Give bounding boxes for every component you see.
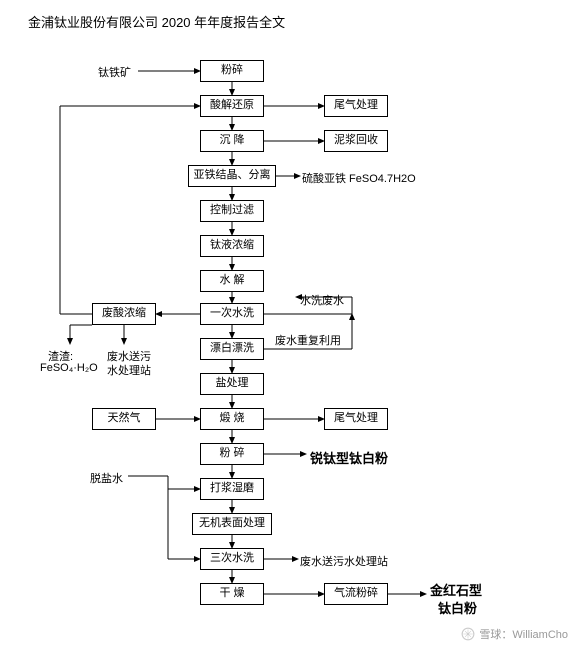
flow-label-l_jinhong: 金红石型: [430, 580, 482, 599]
flow-node-n_sancixi: 三次水洗: [200, 548, 264, 570]
flow-node-n_shuijie: 水 解: [200, 270, 264, 292]
flow-label-l_taibaifen: 钛白粉: [438, 598, 477, 617]
flow-node-n_dajiang: 打浆湿磨: [200, 478, 264, 500]
flow-label-l_feishuicf: 废水重复利用: [275, 332, 341, 348]
flow-label-l_shuixifei: 水洗废水: [300, 292, 344, 308]
flow-node-n_chenjiang: 沉 降: [200, 130, 264, 152]
flow-node-n_weiqi2: 尾气处理: [324, 408, 388, 430]
flow-label-l_liusuan: 硫酸亚铁 FeSO4.7H2O: [302, 170, 416, 186]
flow-node-n_wuji: 无机表面处理: [192, 513, 272, 535]
flow-label-l_tuoyan: 脱盐水: [90, 470, 123, 486]
flow-label-l_ruitai: 锐钛型钛白粉: [310, 448, 388, 467]
flow-node-n_feisuanno: 废酸浓缩: [92, 303, 156, 325]
flow-node-n_yicixi: 一次水洗: [200, 303, 264, 325]
snowball-icon: [461, 627, 475, 641]
flow-node-n_yanchuli: 盐处理: [200, 373, 264, 395]
flow-node-n_fensuiMid: 粉 碎: [200, 443, 264, 465]
flow-node-n_ganzao: 干 燥: [200, 583, 264, 605]
watermark-text: 雪球：WilliamCho: [479, 626, 568, 642]
flow-node-n_weiqi1: 尾气处理: [324, 95, 388, 117]
page-title: 金浦钛业股份有限公司 2020 年年度报告全文: [28, 12, 285, 31]
flow-label-l_tietaikuang: 钛铁矿: [98, 64, 131, 80]
flow-node-n_yatie: 亚铁结晶、分离: [188, 165, 276, 187]
flow-node-n_duanshao: 煅 烧: [200, 408, 264, 430]
flow-node-n_qiliu: 气流粉碎: [324, 583, 388, 605]
flow-node-n_piaoxi: 漂白漂洗: [200, 338, 264, 360]
flowchart-arrows: [0, 0, 588, 660]
flow-label-l_feishuiz: 水处理站: [107, 362, 151, 378]
flow-node-n_tianranqi: 天然气: [92, 408, 156, 430]
flow-node-n_suanjie: 酸解还原: [200, 95, 264, 117]
flow-label-l_feishuisong: 废水送污水处理站: [300, 553, 388, 569]
flow-node-n_taiyenong: 钛液浓缩: [200, 235, 264, 257]
flow-node-n_fensuiTop: 粉碎: [200, 60, 264, 82]
flow-node-n_kongzhi: 控制过滤: [200, 200, 264, 222]
flow-node-n_nijiang: 泥浆回收: [324, 130, 388, 152]
watermark: 雪球：WilliamCho: [461, 626, 568, 642]
flow-label-l_feso4: FeSO₄·H₂O: [40, 362, 98, 374]
